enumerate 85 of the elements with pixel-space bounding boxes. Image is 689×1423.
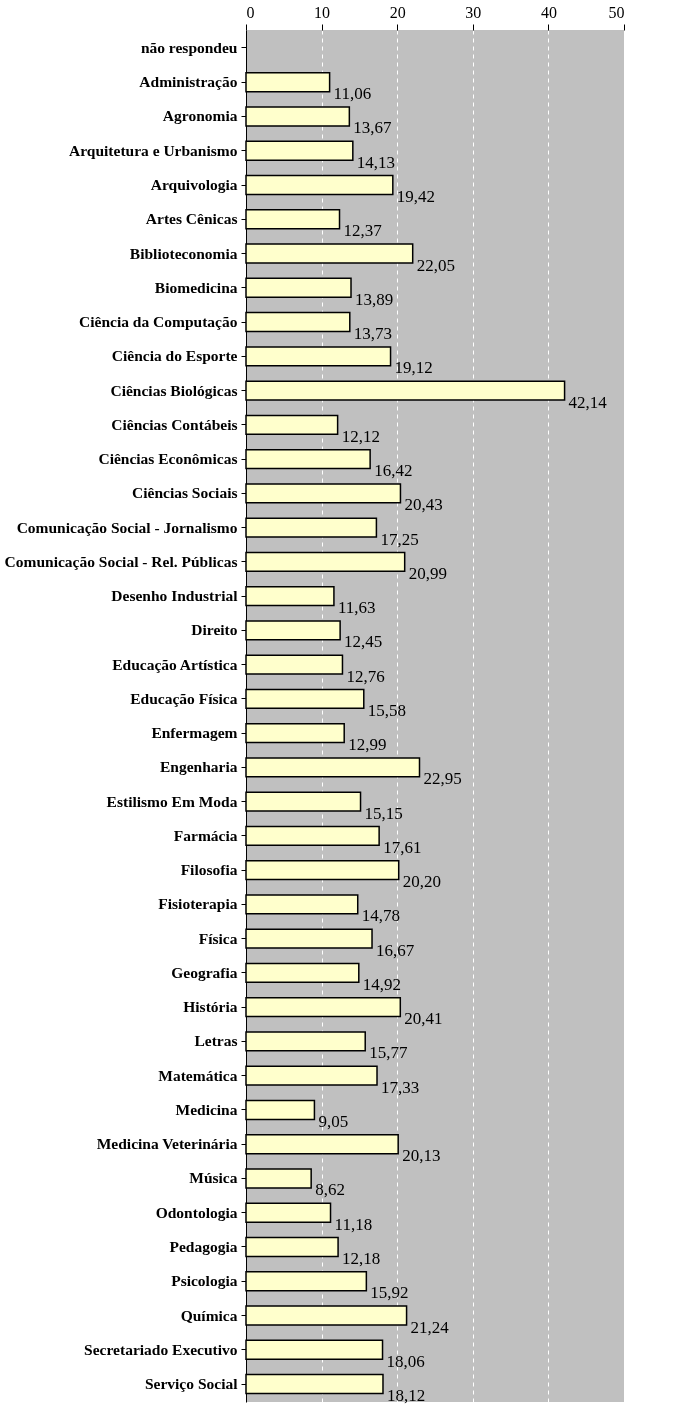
y-tick-label: Secretariado Executivo xyxy=(84,1340,238,1358)
data-label: 12,76 xyxy=(346,666,385,686)
data-label: 8,62 xyxy=(315,1180,345,1200)
y-tick-label: Ciência da Computação xyxy=(79,313,238,331)
x-tick-label: 40 xyxy=(540,3,557,21)
data-label: 20,43 xyxy=(404,495,443,515)
y-tick-label: Odontologia xyxy=(155,1203,238,1221)
data-label: 15,92 xyxy=(370,1283,409,1303)
y-tick-label: Comunicação Social - Jornalismo xyxy=(16,518,238,536)
data-label: 20,99 xyxy=(408,563,447,583)
y-tick-label: Música xyxy=(189,1169,238,1187)
y-tick-label: História xyxy=(183,998,238,1016)
y-tick-label: não respondeu xyxy=(140,38,238,56)
data-label: 12,37 xyxy=(343,221,383,241)
y-tick-label: Desenho Industrial xyxy=(111,587,239,605)
data-label: 13,67 xyxy=(353,118,393,138)
data-label: 11,06 xyxy=(333,84,372,104)
data-label: 13,89 xyxy=(355,289,394,309)
y-tick-label: Biomedicina xyxy=(154,278,238,296)
y-tick-label: Agronomia xyxy=(162,107,238,125)
data-label: 14,92 xyxy=(362,974,402,994)
y-tick-label: Biblioteconomia xyxy=(129,244,238,262)
y-tick-label: Ciências Biológicas xyxy=(110,381,238,399)
data-label: 12,45 xyxy=(344,632,383,652)
data-label: 12,18 xyxy=(342,1248,381,1268)
data-label: 15,58 xyxy=(367,700,407,720)
y-tick-label: Ciência do Esporte xyxy=(111,347,238,365)
y-tick-label: Geografia xyxy=(171,963,238,981)
y-tick-label: Psicologia xyxy=(171,1272,238,1290)
y-tick-label: Letras xyxy=(194,1032,238,1050)
y-tick-label: Pedagogia xyxy=(169,1237,238,1255)
y-tick-label: Direito xyxy=(191,621,238,639)
y-tick-label: Educação Física xyxy=(130,689,238,707)
y-tick-label: Química xyxy=(180,1306,238,1324)
data-label: 22,95 xyxy=(423,769,462,789)
data-label: 15,77 xyxy=(369,1043,408,1063)
y-tick-label: Medicina Veterinária xyxy=(96,1135,238,1153)
data-label: 42,14 xyxy=(568,392,608,412)
y-tick-label: Física xyxy=(198,929,238,947)
y-tick-label: Enfermagem xyxy=(151,724,238,742)
data-label: 13,73 xyxy=(353,324,393,344)
y-tick-label: Administração xyxy=(139,73,238,91)
y-tick-label: Ciências Sociais xyxy=(132,484,238,502)
data-label: 22,05 xyxy=(416,255,455,275)
y-tick-label: Educação Artística xyxy=(112,655,238,673)
data-label: 20,13 xyxy=(402,1146,441,1166)
data-label: 12,99 xyxy=(348,735,387,755)
y-tick-label: Arquitetura e Urbanismo xyxy=(69,141,238,159)
data-label: 9,05 xyxy=(318,1111,349,1131)
data-label: 11,18 xyxy=(334,1214,373,1234)
x-tick-label: 10 xyxy=(314,3,331,21)
data-label: 14,78 xyxy=(361,906,400,926)
y-tick-label: Comunicação Social - Rel. Públicas xyxy=(4,552,238,570)
data-label: 16,67 xyxy=(376,940,415,960)
x-tick-label: 20 xyxy=(389,3,406,21)
y-tick-label: Estilismo Em Moda xyxy=(106,792,238,810)
data-label: 11,63 xyxy=(337,598,376,618)
data-label: 17,25 xyxy=(380,529,419,549)
y-tick-label: Filosofia xyxy=(180,861,238,879)
data-label: 17,61 xyxy=(383,837,422,857)
y-tick-label: Matemática xyxy=(158,1066,238,1084)
x-tick-label: 50 xyxy=(608,3,625,21)
y-tick-label: Fisioterapia xyxy=(158,895,238,913)
data-label: 19,42 xyxy=(396,187,436,207)
data-label: 17,33 xyxy=(381,1077,420,1097)
data-label: 20,41 xyxy=(404,1009,443,1029)
y-tick-label: Arquivologia xyxy=(150,176,238,194)
data-label: 21,24 xyxy=(410,1317,450,1337)
x-tick-label: 30 xyxy=(465,3,482,21)
y-tick-label: Medicina xyxy=(175,1100,238,1118)
data-label: 16,42 xyxy=(374,461,413,481)
y-tick-label: Ciências Econômicas xyxy=(98,450,238,468)
data-label: 15,15 xyxy=(364,803,403,823)
y-tick-label: Farmácia xyxy=(173,826,238,844)
data-label: 18,12 xyxy=(386,1386,426,1406)
data-label: 12,12 xyxy=(341,426,380,446)
data-label: 14,13 xyxy=(356,152,396,172)
data-label: 18,06 xyxy=(386,1351,425,1371)
data-label: 20,20 xyxy=(402,872,441,892)
y-tick-label: Engenharia xyxy=(159,758,238,776)
y-tick-label: Serviço Social xyxy=(144,1375,239,1393)
y-tick-label: Artes Cênicas xyxy=(145,210,238,228)
x-tick-label: 0 xyxy=(246,3,255,21)
y-tick-label: Ciências Contábeis xyxy=(111,415,238,433)
data-label: 19,12 xyxy=(394,358,433,378)
